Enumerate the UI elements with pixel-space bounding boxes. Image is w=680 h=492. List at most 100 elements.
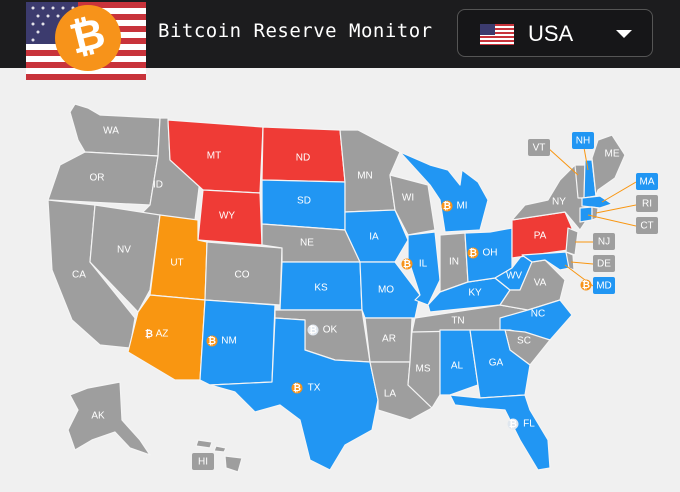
state-label-oh: OH	[483, 248, 498, 259]
state-label-me: ME	[605, 149, 620, 160]
state-label-mi: MI	[456, 201, 467, 212]
state-label-tn: TN	[451, 316, 464, 327]
state-ct[interactable]	[579, 206, 593, 223]
svg-text:NH: NH	[576, 136, 590, 147]
svg-text:HI: HI	[198, 457, 208, 468]
state-label-ne: NE	[300, 238, 314, 249]
state-ri[interactable]	[591, 206, 599, 221]
state-nj[interactable]	[565, 227, 579, 256]
bitcoin-marker-icon: ₿	[580, 279, 592, 291]
state-label-ca: CA	[72, 270, 86, 281]
callout-de: DE	[593, 255, 615, 272]
svg-text:MD: MD	[596, 281, 612, 292]
state-fl[interactable]	[449, 394, 551, 471]
svg-text:₿: ₿	[403, 258, 411, 270]
bitcoin-marker-icon: ₿	[143, 328, 155, 340]
bitcoin-logo-icon: ₿	[55, 5, 121, 71]
bitcoin-marker-icon: ₿	[401, 258, 413, 270]
state-ak[interactable]	[67, 381, 151, 456]
state-label-in: IN	[449, 257, 459, 268]
state-label-va: VA	[534, 278, 547, 289]
bitcoin-marker-icon: ₿	[441, 200, 453, 212]
state-label-il: IL	[419, 259, 428, 270]
state-label-ny: NY	[552, 197, 566, 208]
state-mi[interactable]	[399, 151, 489, 233]
us-flag-icon	[480, 24, 514, 45]
state-label-nc: NC	[531, 309, 545, 320]
state-label-nv: NV	[117, 245, 131, 256]
us-flag-icon: ₿	[26, 2, 146, 80]
app-title: Bitcoin Reserve Monitor	[158, 20, 433, 42]
chevron-down-icon	[616, 30, 632, 38]
state-label-ms: MS	[416, 364, 431, 375]
bitcoin-marker-icon: ₿	[307, 324, 319, 336]
svg-text:₿: ₿	[208, 335, 216, 347]
state-label-wv: WV	[506, 271, 522, 282]
state-label-ks: KS	[314, 283, 328, 294]
state-label-or: OR	[90, 173, 105, 184]
svg-text:CT: CT	[640, 221, 653, 232]
state-label-ak: AK	[91, 411, 105, 422]
state-label-ga: GA	[489, 358, 504, 369]
callout-ct: CT	[636, 217, 658, 234]
svg-text:RI: RI	[642, 199, 652, 210]
us-map: WA OR CA ID NV MT WY UT AZ CO NM ND SD N…	[0, 68, 680, 492]
svg-text:VT: VT	[533, 143, 546, 154]
state-label-ia: IA	[369, 232, 379, 243]
state-de[interactable]	[565, 251, 575, 271]
svg-text:₿: ₿	[443, 200, 451, 212]
state-label-tx: TX	[308, 383, 321, 394]
callout-ma: MA	[636, 173, 658, 190]
state-nv[interactable]	[89, 204, 161, 313]
state-tx[interactable]	[209, 317, 379, 471]
state-label-nm: NM	[221, 336, 237, 347]
state-label-co: CO	[235, 270, 250, 281]
svg-text:₿: ₿	[145, 328, 153, 340]
state-label-sc: SC	[517, 336, 531, 347]
bitcoin-marker-icon: ₿	[467, 247, 479, 259]
state-label-al: AL	[451, 361, 464, 372]
state-label-wa: WA	[103, 126, 119, 137]
state-label-wi: WI	[402, 193, 414, 204]
state-label-fl: FL	[523, 419, 535, 430]
state-wi[interactable]	[389, 174, 436, 236]
state-label-id: ID	[153, 180, 163, 191]
app-header: ₿ Bitcoin Reserve Monitor USA	[0, 0, 680, 80]
state-hi[interactable]	[195, 439, 243, 473]
svg-text:NJ: NJ	[598, 237, 610, 248]
state-ma[interactable]	[581, 195, 613, 209]
callout-nj: NJ	[593, 233, 615, 250]
state-or[interactable]	[47, 151, 159, 206]
callout-md: MD	[593, 277, 615, 294]
country-selector-value: USA	[528, 21, 574, 46]
state-label-ok: OK	[323, 325, 338, 336]
state-ga[interactable]	[469, 329, 531, 399]
state-label-nd: ND	[296, 153, 310, 164]
callout-nh: NH	[572, 132, 594, 149]
svg-text:₿: ₿	[509, 418, 517, 430]
state-label-sd: SD	[297, 196, 311, 207]
state-label-wy: WY	[219, 211, 235, 222]
bitcoin-marker-icon: ₿	[507, 418, 519, 430]
state-label-mo: MO	[378, 285, 394, 296]
country-selector[interactable]: USA	[457, 9, 653, 57]
svg-text:MA: MA	[640, 177, 655, 188]
bitcoin-marker-icon: ₿	[291, 382, 303, 394]
svg-text:₿: ₿	[293, 382, 301, 394]
svg-text:DE: DE	[597, 259, 611, 270]
state-al[interactable]	[439, 329, 479, 396]
state-label-ar: AR	[382, 334, 396, 345]
svg-text:₿: ₿	[582, 279, 590, 291]
state-me[interactable]	[591, 134, 626, 197]
callout-hi: HI	[192, 453, 214, 470]
state-label-mn: MN	[357, 171, 373, 182]
state-label-ut: UT	[170, 258, 183, 269]
state-label-az: AZ	[156, 329, 169, 340]
state-label-ky: KY	[468, 288, 482, 299]
state-label-mt: MT	[207, 151, 221, 162]
callout-ri: RI	[636, 195, 658, 212]
svg-text:₿: ₿	[309, 324, 317, 336]
state-label-pa: PA	[534, 231, 547, 242]
bitcoin-marker-icon: ₿	[206, 335, 218, 347]
state-label-la: LA	[384, 389, 397, 400]
